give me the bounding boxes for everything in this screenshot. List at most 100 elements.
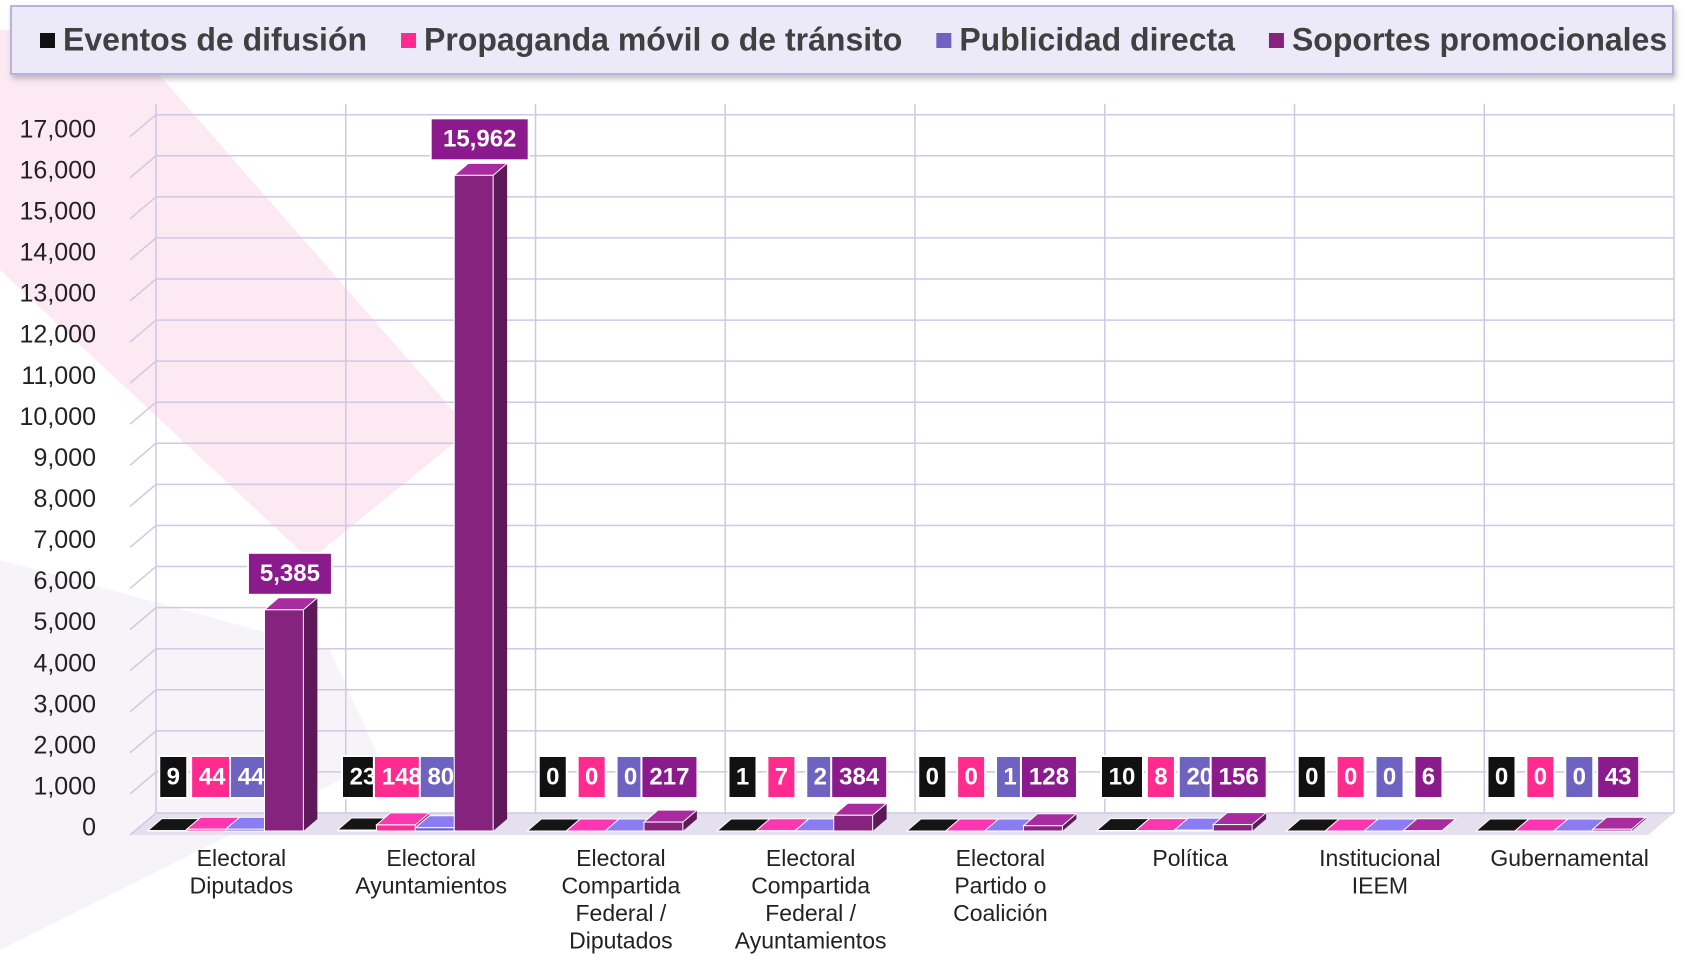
x-tick-label: Coalición — [953, 900, 1048, 926]
bar — [454, 175, 493, 831]
data-label: 148 — [382, 763, 422, 790]
data-label: 128 — [1029, 763, 1069, 790]
data-label: 0 — [1534, 763, 1547, 790]
data-label: 44 — [238, 763, 265, 790]
data-label: 7 — [775, 763, 788, 790]
x-tick-label: Federal / — [765, 900, 856, 926]
bar — [226, 829, 265, 831]
data-label: 217 — [649, 763, 689, 790]
data-label: 2 — [814, 763, 827, 790]
data-label: 0 — [926, 763, 939, 790]
grid-line — [130, 649, 1674, 671]
data-label: 384 — [839, 763, 880, 790]
legend-label: Soportes promocionales — [1292, 21, 1667, 57]
grid-line — [130, 238, 1674, 260]
data-label: 6 — [1422, 763, 1435, 790]
bar-side — [303, 598, 317, 831]
data-label: 0 — [546, 763, 559, 790]
grid-line — [130, 115, 1674, 137]
x-tick-label: Electoral — [386, 845, 475, 871]
y-tick-label: 4,000 — [33, 649, 96, 677]
data-label: 5,385 — [260, 560, 320, 587]
grid-line — [130, 567, 1674, 589]
legend-swatch — [936, 33, 951, 48]
x-tick-label: Electoral — [576, 845, 665, 871]
y-tick-label: 12,000 — [20, 321, 96, 349]
x-tick-label: Diputados — [190, 873, 294, 899]
bar — [338, 830, 377, 831]
x-tick-label: IEEM — [1352, 873, 1408, 899]
x-tick-label: Compartida — [751, 873, 870, 899]
data-label: 23 — [350, 763, 377, 790]
y-tick-label: 5,000 — [33, 608, 96, 636]
y-tick-label: 1,000 — [33, 773, 96, 801]
data-label: 0 — [624, 763, 637, 790]
data-label: 0 — [964, 763, 977, 790]
y-tick-label: 10,000 — [20, 403, 96, 431]
bar — [1593, 829, 1632, 831]
data-label: 156 — [1219, 763, 1259, 790]
data-label: 0 — [1344, 763, 1357, 790]
y-tick-label: 13,000 — [20, 280, 96, 308]
grid-line — [130, 608, 1674, 630]
bar — [644, 822, 683, 831]
bar — [834, 815, 873, 831]
legend-swatch — [401, 33, 416, 48]
data-label: 10 — [1109, 763, 1136, 790]
y-tick-label: 14,000 — [20, 239, 96, 267]
data-label: 80 — [427, 763, 454, 790]
bar — [187, 829, 226, 831]
grid-line — [130, 690, 1674, 712]
bar — [415, 828, 454, 831]
grid-line — [130, 156, 1674, 178]
data-label: 1 — [736, 763, 749, 790]
bar — [1213, 825, 1252, 831]
y-tick-label: 8,000 — [33, 485, 96, 513]
x-tick-label: Electoral — [956, 845, 1045, 871]
data-label: 20 — [1186, 763, 1213, 790]
y-tick-label: 6,000 — [33, 567, 96, 595]
x-tick-label: Compartida — [561, 873, 680, 899]
data-label: 44 — [199, 763, 226, 790]
y-tick-label: 15,000 — [20, 197, 96, 225]
y-tick-label: 0 — [82, 814, 96, 842]
data-label: 8 — [1154, 763, 1167, 790]
legend-swatch — [1269, 33, 1284, 48]
x-tick-label: Institucional — [1319, 845, 1440, 871]
x-tick-label: Partido o — [954, 873, 1046, 899]
grid-line — [130, 197, 1674, 219]
data-label: 43 — [1605, 763, 1632, 790]
data-label: 0 — [585, 763, 598, 790]
y-tick-label: 2,000 — [33, 731, 96, 759]
x-tick-label: Ayuntamientos — [355, 873, 507, 899]
data-label: 1 — [1003, 763, 1016, 790]
x-tick-label: Gubernamental — [1490, 845, 1649, 871]
grid-line — [130, 525, 1674, 547]
x-tick-label: Federal / — [576, 900, 667, 926]
legend-label: Eventos de difusión — [63, 21, 367, 57]
bar — [1023, 826, 1062, 831]
y-tick-label: 17,000 — [20, 115, 96, 143]
legend-label: Publicidad directa — [959, 21, 1235, 57]
legend-swatch — [40, 33, 55, 48]
y-tick-label: 11,000 — [21, 362, 96, 390]
data-label: 0 — [1573, 763, 1586, 790]
x-tick-label: Política — [1152, 845, 1228, 871]
data-label: 15,962 — [443, 126, 516, 153]
data-label: 0 — [1383, 763, 1396, 790]
y-tick-label: 9,000 — [33, 444, 96, 472]
data-label: 9 — [167, 763, 180, 790]
x-tick-label: Diputados — [569, 928, 673, 954]
y-tick-label: 7,000 — [33, 526, 96, 554]
data-label: 0 — [1495, 763, 1508, 790]
bar — [1174, 830, 1213, 831]
x-tick-label: Electoral — [197, 845, 286, 871]
y-tick-label: 3,000 — [33, 690, 96, 718]
x-tick-label: Electoral — [766, 845, 855, 871]
grid-line — [130, 279, 1674, 301]
x-tick-label: Ayuntamientos — [735, 928, 887, 954]
bar-side — [493, 163, 507, 831]
